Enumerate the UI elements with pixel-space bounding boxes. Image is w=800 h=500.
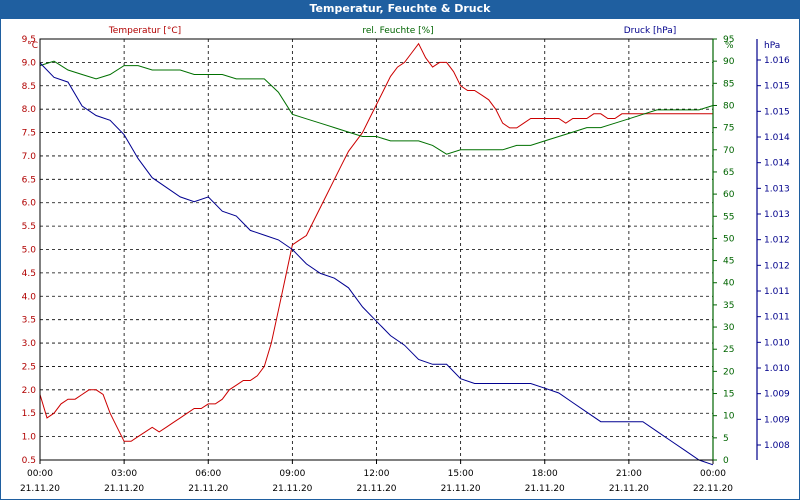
y-tick-temperature: 6.5 <box>22 175 36 185</box>
y-tick-humidity: 20 <box>723 367 735 377</box>
x-tick-time: 06:00 <box>195 469 221 479</box>
y-tick-pressure: 1.011 <box>764 313 790 323</box>
y-tick-humidity: 40 <box>723 279 735 289</box>
y-tick-pressure: 1.008 <box>764 441 790 451</box>
x-tick-date: 21.11.20 <box>104 484 144 494</box>
y-tick-pressure: 1.015 <box>764 82 790 92</box>
y-tick-humidity: 90 <box>723 57 735 67</box>
x-tick-date: 22.11.20 <box>693 484 733 494</box>
temperature-unit: °C <box>27 41 38 51</box>
y-tick-pressure: 1.010 <box>764 364 790 374</box>
humidity-axis-label: rel. Feuchte [%] <box>362 26 433 36</box>
y-tick-humidity: 55 <box>723 212 734 222</box>
x-tick-time: 00:00 <box>27 469 53 479</box>
y-tick-humidity: 70 <box>723 146 735 156</box>
y-tick-temperature: 2.5 <box>22 362 36 372</box>
x-tick-time: 03:00 <box>111 469 137 479</box>
y-tick-temperature: 7.5 <box>22 129 36 139</box>
y-tick-pressure: 1.013 <box>764 210 790 220</box>
series-line-temperature <box>39 42 713 442</box>
y-tick-humidity: 80 <box>723 101 735 111</box>
series-line-pressure <box>39 62 714 466</box>
y-tick-temperature: 9.5 <box>22 35 36 45</box>
x-tick-date: 21.11.20 <box>525 484 565 494</box>
y-tick-pressure: 1.014 <box>764 133 790 143</box>
x-tick-date: 21.11.20 <box>272 484 312 494</box>
x-tick-time: 18:00 <box>532 469 558 479</box>
y-tick-humidity: 35 <box>723 301 734 311</box>
y-tick-humidity: 30 <box>723 323 735 333</box>
y-tick-humidity: 5 <box>723 434 729 444</box>
x-tick-time: 21:00 <box>616 469 642 479</box>
y-tick-humidity: 25 <box>723 345 734 355</box>
y-tick-humidity: 45 <box>723 257 734 267</box>
x-tick-date: 21.11.20 <box>441 484 481 494</box>
x-tick-time: 00:00 <box>700 469 726 479</box>
y-tick-pressure: 1.009 <box>764 415 790 425</box>
y-tick-temperature: 3.5 <box>22 316 36 326</box>
y-tick-temperature: 9.0 <box>22 58 37 68</box>
y-tick-pressure: 1.010 <box>764 338 790 348</box>
y-tick-temperature: 4.0 <box>22 292 37 302</box>
y-tick-humidity: 95 <box>723 35 734 45</box>
y-tick-temperature: 3.0 <box>22 339 37 349</box>
y-tick-pressure: 1.013 <box>764 184 790 194</box>
y-tick-temperature: 5.5 <box>22 222 36 232</box>
chart-title: Temperatur, Feuchte & Druck <box>0 0 800 18</box>
x-tick-time: 15:00 <box>448 469 474 479</box>
y-tick-humidity: 10 <box>723 412 735 422</box>
x-tick-date: 21.11.20 <box>20 484 60 494</box>
pressure-unit: hPa <box>764 41 780 51</box>
y-tick-temperature: 4.5 <box>22 269 36 279</box>
y-tick-temperature: 1.5 <box>22 409 36 419</box>
humidity-unit: % <box>725 41 734 51</box>
y-tick-humidity: 15 <box>723 390 734 400</box>
series-line-humidity <box>39 60 714 155</box>
y-tick-humidity: 75 <box>723 124 734 134</box>
y-tick-temperature: 0.5 <box>22 456 36 466</box>
y-tick-pressure: 1.011 <box>764 287 790 297</box>
pressure-axis-label: Druck [hPa] <box>624 26 677 36</box>
y-tick-pressure: 1.016 <box>764 56 790 66</box>
x-tick-date: 21.11.20 <box>609 484 649 494</box>
y-tick-temperature: 2.0 <box>22 386 37 396</box>
y-tick-temperature: 1.0 <box>22 433 37 443</box>
y-tick-temperature: 7.0 <box>22 152 37 162</box>
y-tick-pressure: 1.015 <box>764 107 790 117</box>
y-tick-temperature: 5.0 <box>22 246 37 256</box>
y-tick-humidity: 65 <box>723 168 734 178</box>
y-tick-pressure: 1.012 <box>764 261 790 271</box>
y-tick-pressure: 1.012 <box>764 236 790 246</box>
y-tick-temperature: 8.0 <box>22 105 37 115</box>
x-tick-date: 21.11.20 <box>356 484 396 494</box>
y-tick-pressure: 1.009 <box>764 390 790 400</box>
y-tick-humidity: 50 <box>723 234 735 244</box>
y-tick-temperature: 6.0 <box>22 199 37 209</box>
y-tick-humidity: 85 <box>723 79 734 89</box>
x-tick-time: 12:00 <box>364 469 390 479</box>
y-tick-humidity: 60 <box>723 190 735 200</box>
x-tick-time: 09:00 <box>279 469 305 479</box>
temperature-axis-label: Temperatur [°C] <box>108 26 181 36</box>
y-tick-pressure: 1.014 <box>764 159 790 169</box>
y-tick-temperature: 8.5 <box>22 82 36 92</box>
x-tick-date: 21.11.20 <box>188 484 228 494</box>
y-tick-humidity: 0 <box>723 456 729 466</box>
